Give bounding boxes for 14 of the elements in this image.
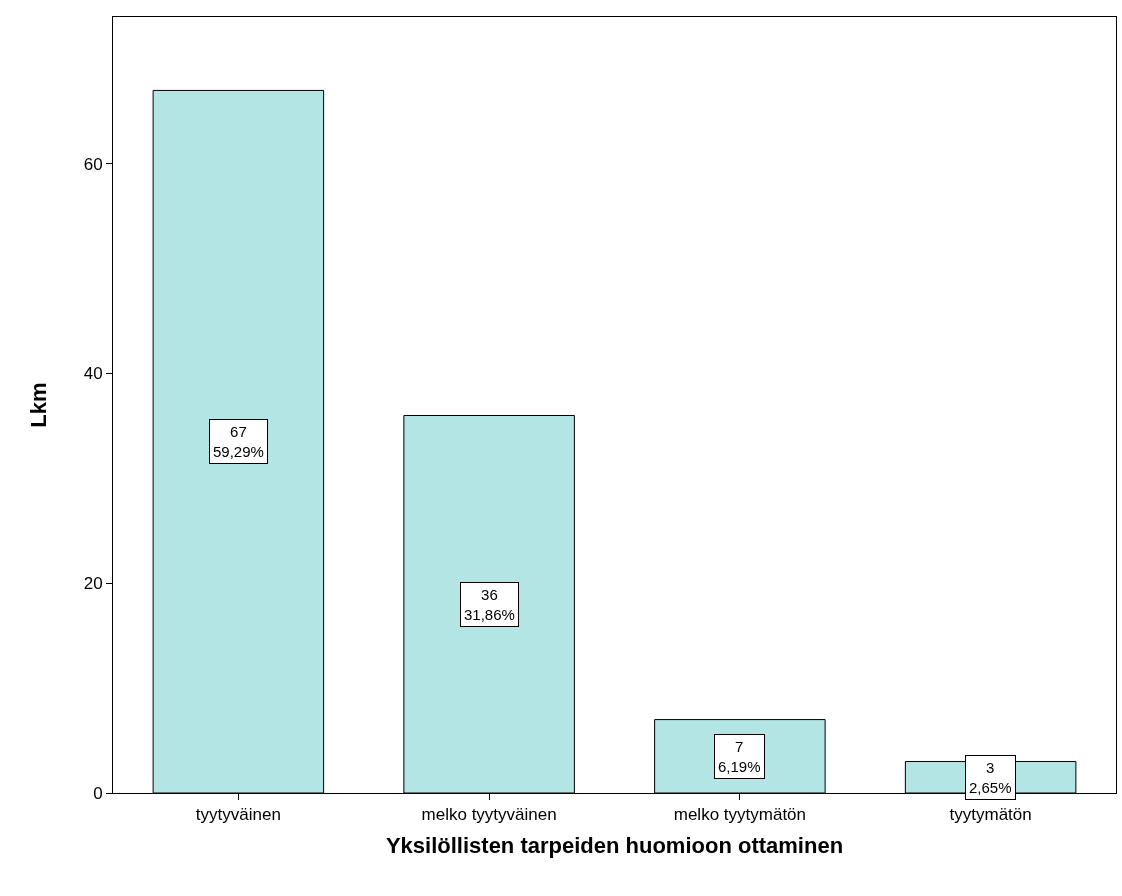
y-tick-label: 0	[93, 783, 103, 803]
y-tick-label: 40	[83, 364, 103, 384]
data-label: 67 59,29%	[213, 423, 264, 460]
x-tick-label: tyytymätön	[949, 805, 1032, 825]
data-label: 3 2,65%	[969, 759, 1012, 796]
x-tick-label: melko tyytymätön	[673, 805, 807, 825]
x-tick-label: tyytyväinen	[195, 805, 281, 825]
x-axis-title: Yksilöllisten tarpeiden huomioon ottaminen	[385, 833, 844, 859]
y-tick-label: 60	[83, 154, 103, 174]
x-tick-label: melko tyytyväinen	[421, 805, 557, 825]
data-label: 7 6,19%	[718, 738, 761, 775]
y-axis-title: Lkm	[26, 382, 52, 428]
y-tick-label: 20	[83, 574, 103, 594]
data-label: 36 31,86%	[464, 586, 515, 623]
